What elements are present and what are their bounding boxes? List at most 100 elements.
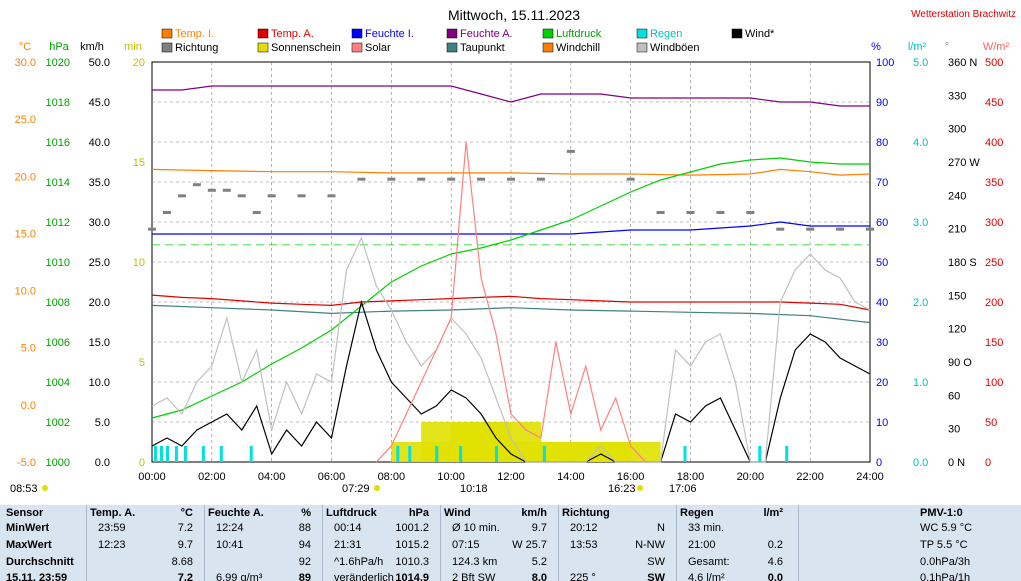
table-cell: 21:00 bbox=[688, 539, 716, 551]
table-cell: Gesamt: bbox=[688, 556, 730, 568]
table-cell-value: 5.2 bbox=[531, 556, 547, 568]
tick-wind: 0.0 bbox=[95, 457, 110, 469]
table-cell-value: N-NW bbox=[635, 539, 665, 551]
table-header-luftdruck: Luftdruck bbox=[326, 507, 377, 519]
rain-bar bbox=[758, 446, 762, 462]
tick-percent: 40 bbox=[876, 297, 888, 309]
tick-wind: 25.0 bbox=[89, 257, 110, 269]
table-divider bbox=[676, 505, 677, 581]
tick-time: 02:00 bbox=[198, 471, 226, 483]
direction-mark bbox=[237, 194, 246, 198]
direction-mark bbox=[776, 227, 785, 231]
axis-label-pressure: hPa bbox=[49, 41, 69, 53]
table-unit-luftdruck: hPa bbox=[408, 507, 429, 519]
table-cell-value: N bbox=[657, 522, 665, 534]
legend-swatch bbox=[731, 28, 743, 39]
table-cell-pmv: 0.0hPa/3h bbox=[920, 556, 971, 568]
tick-time: 10:00 bbox=[437, 471, 465, 483]
tick-temp: 0.0 bbox=[21, 400, 36, 412]
direction-mark bbox=[148, 227, 156, 231]
sun-icon bbox=[374, 485, 380, 491]
table-header-feuchte: Feuchte A. bbox=[208, 507, 264, 519]
rain-bar bbox=[219, 446, 223, 462]
table-divider bbox=[86, 505, 87, 581]
axis-label-rain: l/m² bbox=[908, 41, 927, 53]
tick-time: 06:00 bbox=[318, 471, 346, 483]
table-cell: 00:14 bbox=[334, 522, 362, 534]
legend-swatch bbox=[542, 28, 554, 39]
tick-solar: 250 bbox=[985, 257, 1003, 269]
tick-pressure: 1010 bbox=[46, 257, 70, 269]
table-cell: 20:12 bbox=[570, 522, 598, 534]
table-cell-value: 9.7 bbox=[177, 539, 193, 551]
legend-swatch bbox=[446, 42, 458, 53]
table-row-label: MinWert bbox=[6, 522, 50, 534]
table-cell-value: 1014.9 bbox=[395, 572, 429, 581]
axis-label-solar: W/m² bbox=[983, 41, 1010, 53]
direction-mark bbox=[477, 177, 486, 181]
chart-title: Mittwoch, 15.11.2023 bbox=[448, 7, 580, 23]
table-cell: 225 ° bbox=[570, 572, 596, 581]
table-cell-value: 7.2 bbox=[177, 522, 193, 534]
table-cell: 10:41 bbox=[216, 539, 244, 551]
tick-percent: 90 bbox=[876, 97, 888, 109]
tick-temp: -5.0 bbox=[17, 457, 36, 469]
direction-mark bbox=[252, 211, 261, 214]
tick-pressure: 1020 bbox=[46, 57, 70, 69]
rain-bar bbox=[183, 446, 187, 462]
table-unit-wind: km/h bbox=[521, 507, 547, 519]
tick-solar: 350 bbox=[985, 177, 1003, 189]
tick-solar: 150 bbox=[985, 337, 1003, 349]
rain-bar bbox=[165, 446, 169, 462]
direction-mark bbox=[192, 183, 201, 187]
table-cell-value: 94 bbox=[298, 539, 311, 551]
table-cell-value: SW bbox=[647, 572, 665, 581]
event-noon: 10:18 bbox=[460, 483, 488, 495]
table-cell-value: 9.7 bbox=[531, 522, 547, 534]
table-cell: 07:15 bbox=[452, 539, 480, 551]
legend-swatch bbox=[161, 28, 173, 39]
tick-rain: 4.0 bbox=[913, 137, 928, 149]
tick-time: 18:00 bbox=[677, 471, 705, 483]
tick-wind: 30.0 bbox=[89, 217, 110, 229]
table-cell-value: 92 bbox=[298, 556, 311, 568]
tick-direction: 60 bbox=[948, 390, 960, 402]
table-divider bbox=[440, 505, 441, 581]
event-first-light: 08:53 bbox=[10, 483, 38, 495]
tick-rain: 3.0 bbox=[913, 217, 928, 229]
direction-mark bbox=[686, 211, 695, 214]
direction-mark bbox=[507, 177, 515, 181]
table-cell: 2 Bft SW bbox=[452, 572, 496, 581]
table-cell: 6.99 g/m³ bbox=[216, 572, 263, 581]
tick-wind: 10.0 bbox=[89, 377, 110, 389]
table-cell-value: 8.68 bbox=[171, 556, 193, 568]
stats-table: Sensor MinWert MaxWert Durchschnitt 15.11. 2… bbox=[0, 505, 1021, 581]
legend-swatch bbox=[542, 42, 554, 53]
table-cell-value: SW bbox=[647, 556, 665, 568]
rain-bar bbox=[153, 446, 157, 462]
table-unit-regen: l/m² bbox=[763, 507, 783, 519]
tick-minutes: 15 bbox=[133, 157, 145, 169]
legend-label: Windböen bbox=[650, 42, 700, 54]
table-cell-pmv: WC 5.9 °C bbox=[920, 522, 973, 534]
legend-swatch bbox=[351, 42, 363, 53]
table-cell-value: 4.6 bbox=[767, 556, 783, 568]
table-row-label: MaxWert bbox=[6, 539, 52, 551]
table-cell-value: 1015.2 bbox=[395, 539, 429, 551]
rain-bar bbox=[159, 446, 163, 462]
table-row-label: Durchschnitt bbox=[6, 556, 74, 568]
legend-label: Temp. I. bbox=[175, 28, 214, 40]
tick-time: 22:00 bbox=[796, 471, 824, 483]
tick-percent: 70 bbox=[876, 177, 888, 189]
tick-direction: 210 bbox=[948, 224, 966, 236]
table-header-sensor: Sensor bbox=[6, 507, 44, 519]
tick-pressure: 1012 bbox=[46, 217, 70, 229]
tick-minutes: 20 bbox=[133, 57, 145, 69]
table-cell: 13:53 bbox=[570, 539, 598, 551]
tick-direction: 90 O bbox=[948, 357, 972, 369]
rain-bar bbox=[459, 446, 463, 462]
legend-label: Sonnenschein bbox=[271, 42, 341, 54]
tick-wind: 35.0 bbox=[89, 177, 110, 189]
legend-swatch bbox=[257, 42, 269, 53]
